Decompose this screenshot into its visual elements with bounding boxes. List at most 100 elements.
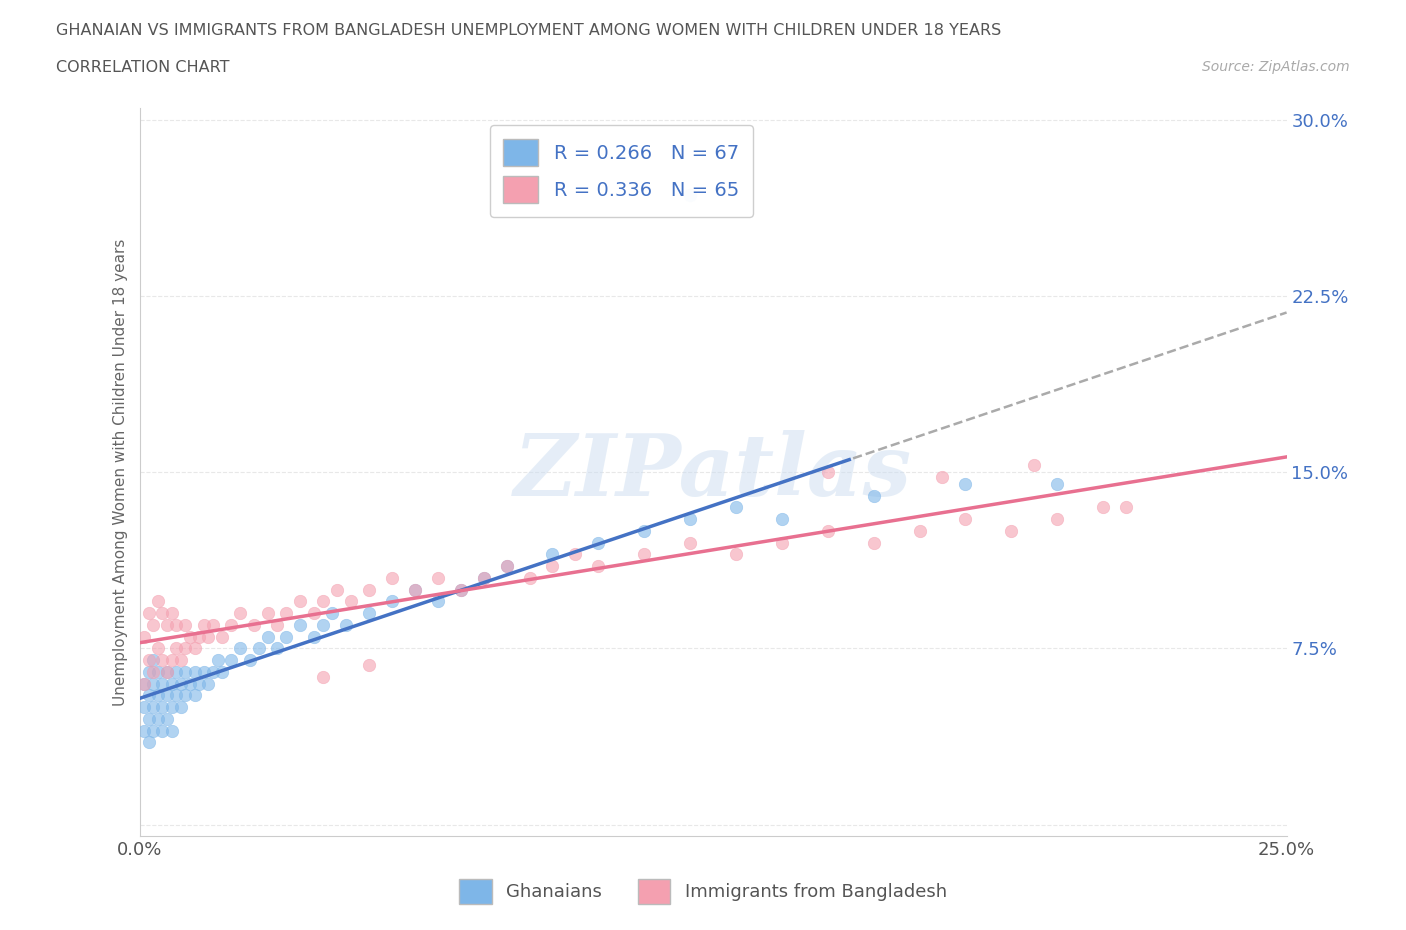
Point — [156, 664, 179, 679]
Point — [138, 735, 160, 750]
Point — [862, 488, 884, 503]
Point — [679, 535, 702, 550]
Point — [404, 582, 426, 597]
Point — [1092, 500, 1115, 515]
Point — [381, 594, 404, 609]
Point — [152, 724, 174, 738]
Point — [357, 582, 380, 597]
Point — [724, 500, 747, 515]
Point — [174, 688, 197, 703]
Point — [165, 641, 187, 656]
Point — [1024, 458, 1046, 472]
Point — [588, 559, 610, 574]
Point — [160, 605, 183, 620]
Point — [229, 605, 252, 620]
Point — [633, 524, 655, 538]
Point — [134, 676, 156, 691]
Point — [201, 618, 224, 632]
Point — [239, 653, 262, 668]
Point — [142, 618, 165, 632]
Point — [288, 594, 311, 609]
Point — [633, 547, 655, 562]
Point — [312, 669, 335, 684]
Legend: Ghanaians, Immigrants from Bangladesh: Ghanaians, Immigrants from Bangladesh — [451, 871, 955, 911]
Point — [1000, 524, 1022, 538]
Point — [321, 605, 343, 620]
Point — [495, 559, 517, 574]
Point — [142, 676, 165, 691]
Point — [165, 664, 187, 679]
Point — [197, 630, 219, 644]
Point — [266, 641, 288, 656]
Point — [770, 512, 793, 526]
Point — [160, 653, 183, 668]
Point — [312, 594, 335, 609]
Point — [138, 711, 160, 726]
Point — [193, 664, 215, 679]
Point — [152, 653, 174, 668]
Point — [142, 699, 165, 714]
Point — [165, 618, 187, 632]
Point — [134, 699, 156, 714]
Point — [142, 664, 165, 679]
Point — [335, 618, 357, 632]
Point — [138, 653, 160, 668]
Point — [1046, 476, 1069, 491]
Point — [165, 688, 187, 703]
Point — [138, 605, 160, 620]
Point — [134, 630, 156, 644]
Point — [197, 676, 219, 691]
Point — [302, 605, 325, 620]
Point — [266, 618, 288, 632]
Point — [179, 630, 201, 644]
Point — [770, 535, 793, 550]
Point — [146, 664, 169, 679]
Point — [302, 630, 325, 644]
Point — [426, 570, 449, 585]
Point — [817, 465, 839, 480]
Point — [142, 724, 165, 738]
Point — [955, 512, 977, 526]
Point — [257, 630, 280, 644]
Point — [188, 676, 211, 691]
Point — [174, 618, 197, 632]
Point — [541, 547, 564, 562]
Point — [183, 688, 205, 703]
Point — [152, 676, 174, 691]
Point — [339, 594, 361, 609]
Point — [142, 653, 165, 668]
Point — [229, 641, 252, 656]
Point — [312, 618, 335, 632]
Point — [381, 570, 404, 585]
Point — [179, 676, 201, 691]
Point — [156, 618, 179, 632]
Point — [146, 594, 169, 609]
Point — [156, 664, 179, 679]
Point — [1115, 500, 1137, 515]
Point — [138, 688, 160, 703]
Text: ZIPatlas: ZIPatlas — [515, 431, 912, 514]
Point — [817, 524, 839, 538]
Point — [357, 605, 380, 620]
Point — [1046, 512, 1069, 526]
Point — [541, 559, 564, 574]
Point — [404, 582, 426, 597]
Point — [908, 524, 931, 538]
Point — [211, 664, 233, 679]
Text: GHANAIAN VS IMMIGRANTS FROM BANGLADESH UNEMPLOYMENT AMONG WOMEN WITH CHILDREN UN: GHANAIAN VS IMMIGRANTS FROM BANGLADESH U… — [56, 23, 1001, 38]
Point — [862, 535, 884, 550]
Point — [156, 711, 179, 726]
Point — [326, 582, 349, 597]
Point — [955, 476, 977, 491]
Point — [724, 547, 747, 562]
Point — [183, 664, 205, 679]
Point — [450, 582, 472, 597]
Point — [174, 641, 197, 656]
Y-axis label: Unemployment Among Women with Children Under 18 years: Unemployment Among Women with Children U… — [114, 238, 128, 706]
Text: Source: ZipAtlas.com: Source: ZipAtlas.com — [1202, 60, 1350, 74]
Point — [183, 641, 205, 656]
Point — [170, 653, 193, 668]
Point — [276, 630, 298, 644]
Point — [146, 641, 169, 656]
Point — [146, 688, 169, 703]
